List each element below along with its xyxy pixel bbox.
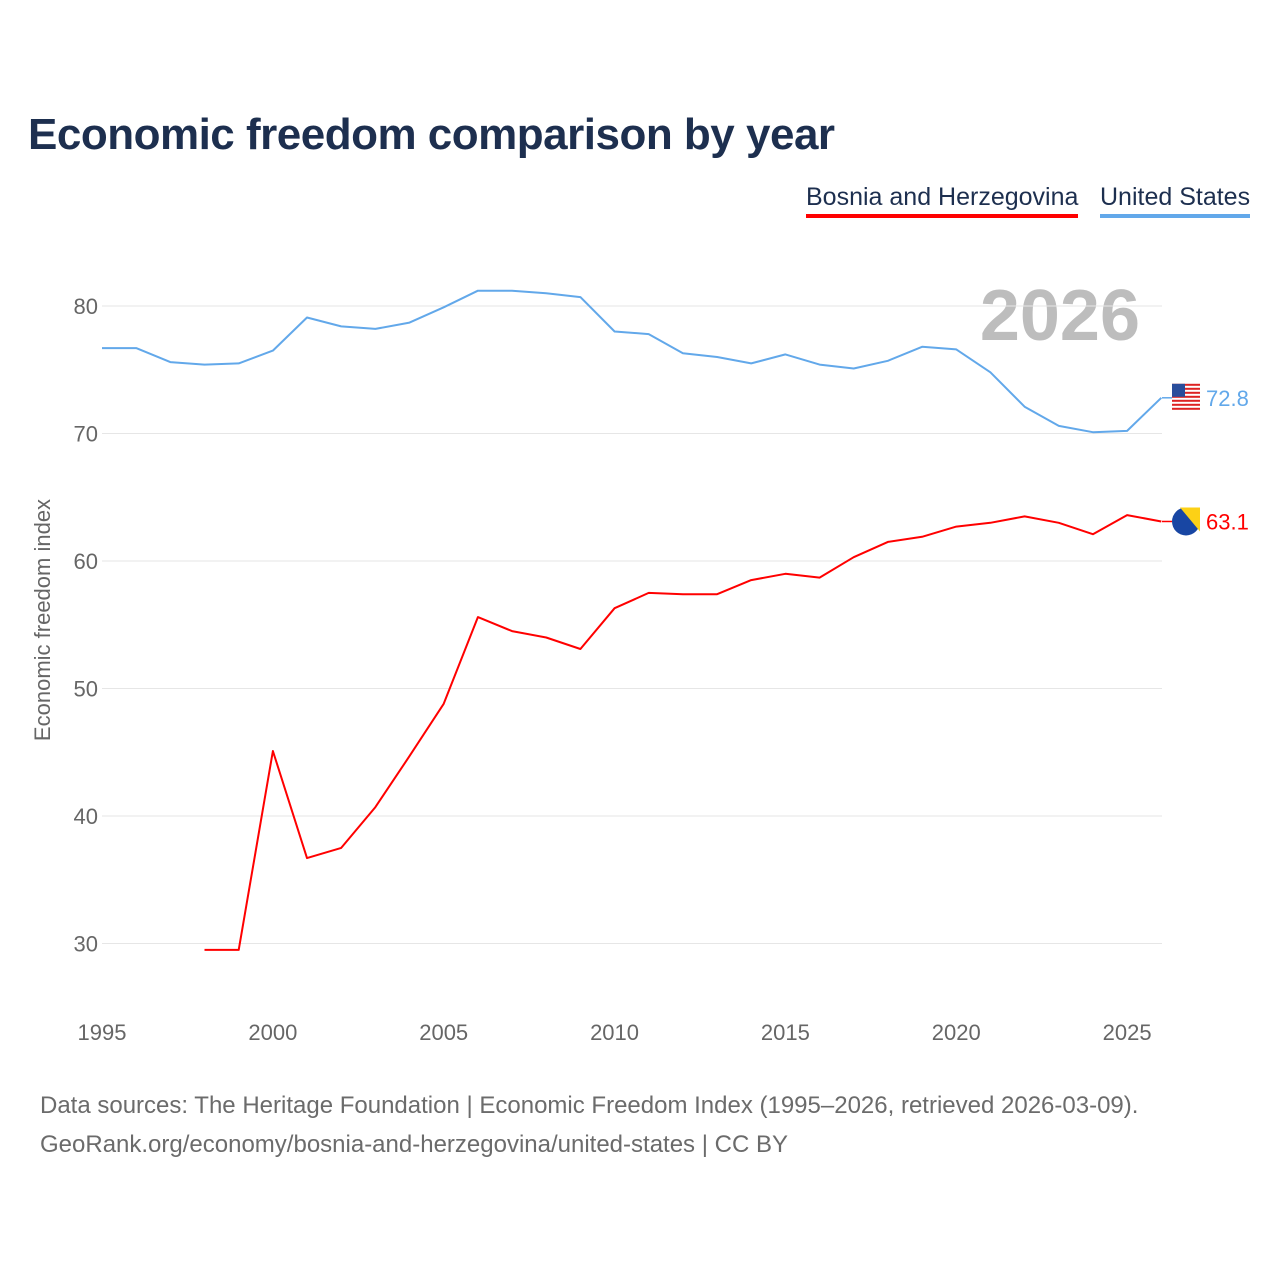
- flag-stripe: [1172, 399, 1200, 402]
- flag-triangle: [1180, 507, 1200, 532]
- y-tick-label: 80: [74, 294, 98, 319]
- bosnia-flag-icon: [1172, 507, 1200, 536]
- y-tick-label: 50: [74, 677, 98, 702]
- y-tick-label: 60: [74, 549, 98, 574]
- series-line-bosnia: [204, 514, 1162, 951]
- flag-stripe: [1172, 395, 1200, 398]
- y-tick-label: 40: [74, 804, 98, 829]
- x-tick-label: 2025: [1103, 1020, 1152, 1045]
- series-line-united-states: [102, 289, 1162, 434]
- flag-stripe: [1172, 391, 1200, 394]
- x-tick-label: 2000: [248, 1020, 297, 1045]
- end-value-label: 72.8: [1206, 386, 1249, 411]
- x-tick-label: 2020: [932, 1020, 981, 1045]
- legend-bosnia[interactable]: Bosnia and Herzegovina: [806, 183, 1079, 218]
- footer: Data sources: The Heritage Foundation | …: [40, 1086, 1138, 1164]
- flag-stripe: [1172, 383, 1200, 386]
- x-tick-label: 2005: [419, 1020, 468, 1045]
- x-tick-label: 1995: [78, 1020, 127, 1045]
- chart-title: Economic freedom comparison by year: [28, 110, 835, 159]
- flag-stripe: [1172, 387, 1200, 390]
- end-value-label: 63.1: [1206, 509, 1249, 534]
- year-watermark: 2026: [980, 276, 1140, 356]
- y-tick-label: 70: [74, 422, 98, 447]
- us-flag-icon: [1172, 383, 1200, 412]
- source-link[interactable]: GeoRank.org/economy/bosnia-and-herzegovi…: [40, 1131, 788, 1158]
- flag-canton: [1172, 383, 1185, 397]
- x-tick-label: 2010: [590, 1020, 639, 1045]
- flag-stripe: [1172, 407, 1200, 410]
- legend-united-states[interactable]: United States: [1100, 183, 1251, 218]
- flag-stripe: [1172, 403, 1200, 406]
- y-tick-label: 30: [74, 932, 98, 957]
- x-tick-label: 2015: [761, 1020, 810, 1045]
- data-sources: Data sources: The Heritage Foundation | …: [40, 1092, 1139, 1119]
- y-axis-label: Economic freedom index: [30, 499, 55, 741]
